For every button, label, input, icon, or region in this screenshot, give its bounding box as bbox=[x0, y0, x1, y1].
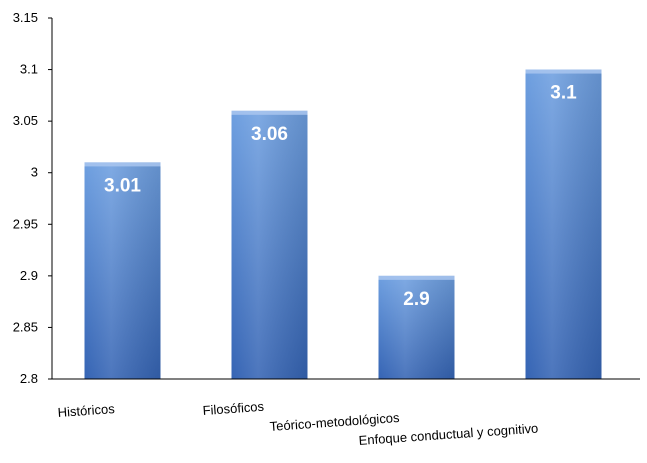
y-tick-label: 3 bbox=[31, 165, 38, 180]
bar-shading-3 bbox=[378, 275, 455, 379]
y-axis: 2.8 2.85 2.9 2.95 3 3.05 3.1 3.15 bbox=[13, 10, 53, 386]
x-category-label-1: Históricos bbox=[57, 401, 115, 420]
y-tick-label: 3.05 bbox=[13, 113, 38, 128]
bar-cap-1 bbox=[84, 162, 161, 167]
y-tick-label: 2.9 bbox=[20, 268, 38, 283]
bar-shading-4 bbox=[525, 69, 602, 380]
y-tick-label: 3.1 bbox=[20, 62, 38, 77]
data-labels: 3.01 3.06 2.9 3.1 bbox=[104, 83, 577, 310]
y-tick-label: 3.15 bbox=[13, 10, 38, 25]
bar-cap-2 bbox=[231, 110, 308, 115]
bars bbox=[84, 69, 602, 380]
data-label-4: 3.1 bbox=[550, 83, 577, 104]
bar-cap-4 bbox=[525, 69, 602, 74]
x-category-label-3: Teórico-metodológicos bbox=[269, 410, 400, 434]
y-tick-label: 2.8 bbox=[20, 371, 38, 386]
data-label-2: 3.06 bbox=[251, 124, 288, 145]
x-category-label-2: Filosóficos bbox=[202, 399, 265, 418]
x-axis: Históricos FilosóficosTeórico-metodológic… bbox=[52, 378, 640, 448]
data-label-1: 3.01 bbox=[104, 175, 141, 196]
bar-shading-1 bbox=[84, 162, 161, 379]
y-tick-label: 2.95 bbox=[13, 216, 38, 231]
bar-cap-3 bbox=[378, 275, 455, 280]
y-tick-label: 2.85 bbox=[13, 319, 38, 334]
bar-shading-2 bbox=[231, 110, 308, 379]
data-label-3: 2.9 bbox=[403, 289, 429, 310]
